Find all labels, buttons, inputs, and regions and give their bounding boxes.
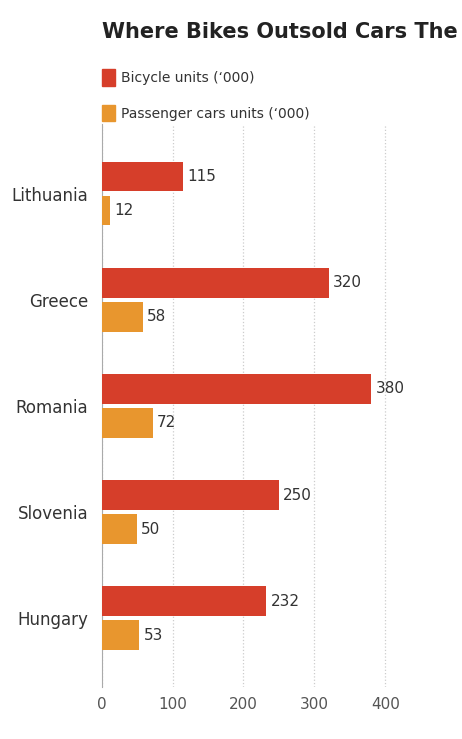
Text: 250: 250	[283, 488, 312, 503]
Text: 380: 380	[375, 381, 404, 396]
Text: 50: 50	[141, 522, 161, 537]
Text: 72: 72	[157, 415, 176, 430]
Text: Bicycle units (‘000): Bicycle units (‘000)	[122, 72, 255, 86]
Text: 232: 232	[270, 593, 299, 609]
Bar	[102, 586, 266, 616]
Bar	[102, 162, 183, 191]
Bar	[102, 374, 371, 403]
Text: 58: 58	[147, 309, 166, 324]
Text: 53: 53	[144, 627, 163, 643]
Text: 115: 115	[188, 169, 216, 184]
Text: 12: 12	[115, 203, 134, 218]
Bar	[102, 620, 139, 650]
Text: 320: 320	[333, 275, 362, 290]
Bar	[102, 480, 279, 510]
Bar	[102, 302, 143, 332]
Text: Where Bikes Outsold Cars The Most in 2012: Where Bikes Outsold Cars The Most in 201…	[102, 22, 462, 42]
Bar	[102, 514, 137, 544]
Bar	[102, 408, 153, 437]
FancyBboxPatch shape	[102, 105, 116, 121]
Bar	[102, 196, 110, 225]
FancyBboxPatch shape	[102, 69, 116, 86]
Bar	[102, 268, 328, 298]
Text: Passenger cars units (‘000): Passenger cars units (‘000)	[122, 107, 310, 121]
